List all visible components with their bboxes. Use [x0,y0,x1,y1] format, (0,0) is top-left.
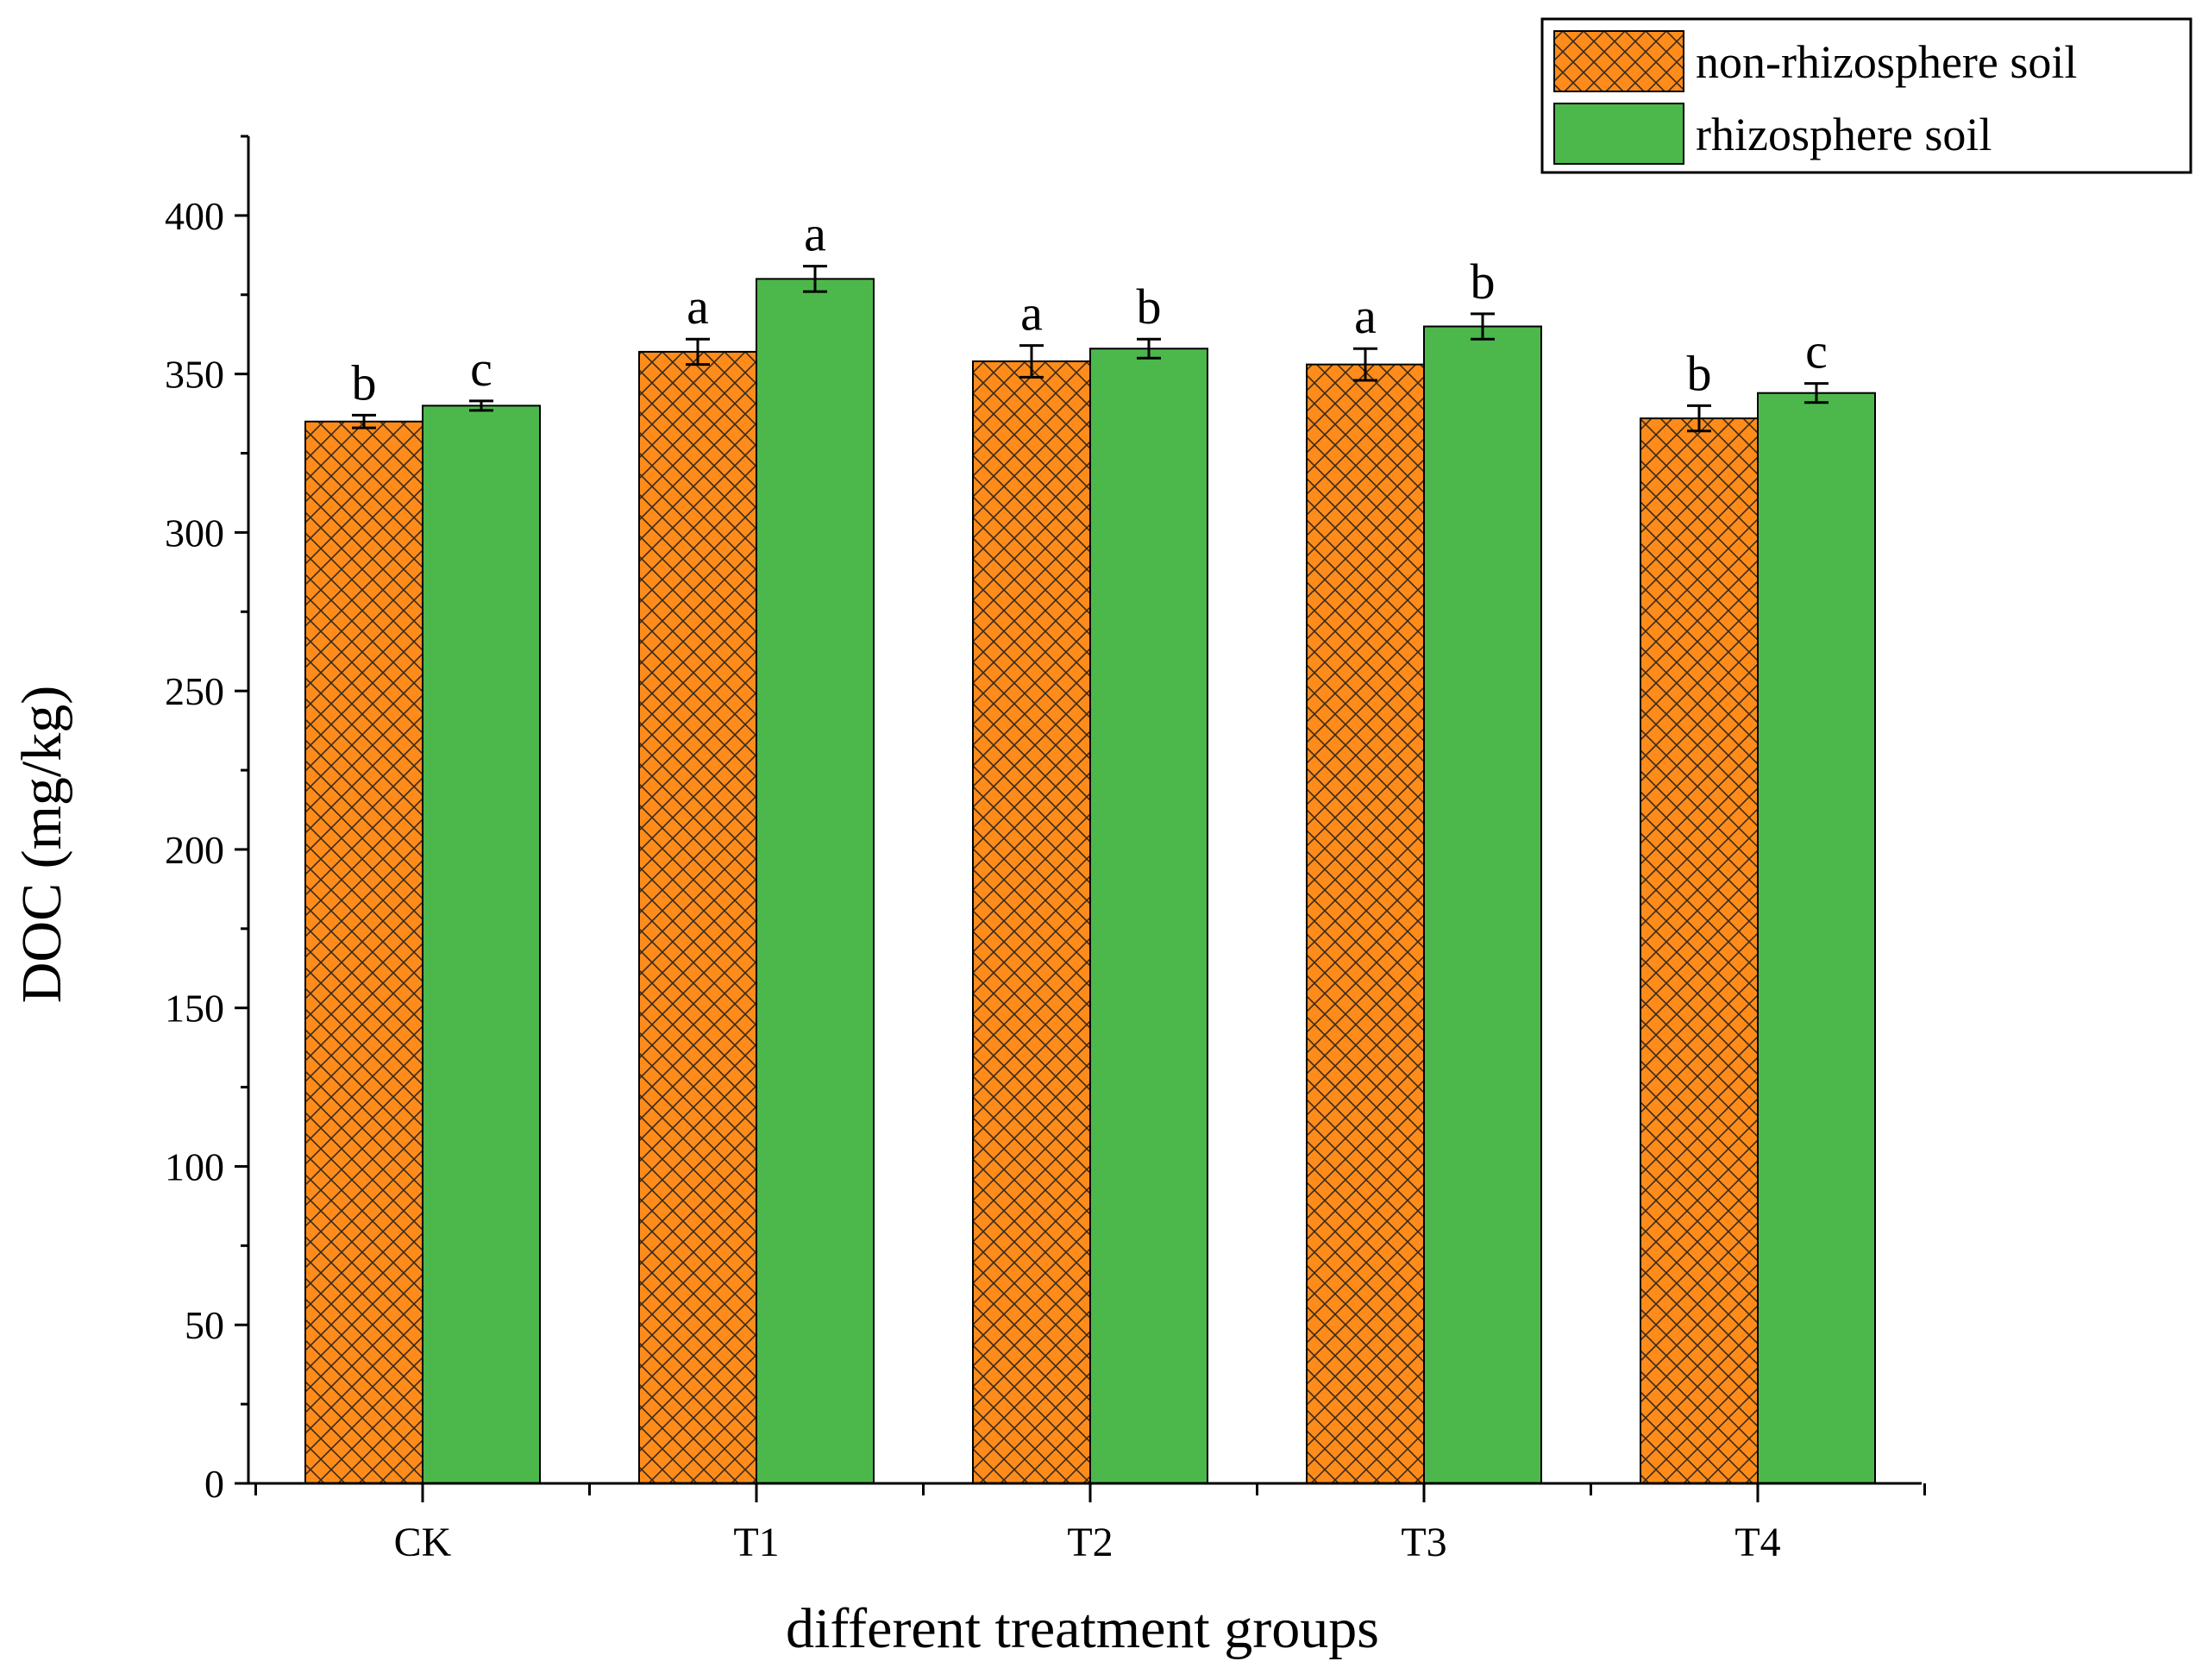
significance-letter: b [1137,279,1162,335]
bar-rhizosphere-CK [422,404,541,1484]
y-tick-label: 250 [165,669,224,713]
legend-label-rhizosphere: rhizosphere soil [1696,109,1992,160]
bars-group [304,278,1876,1485]
bar-non-rhizosphere-CK [304,420,423,1484]
significance-letter: b [352,354,377,411]
significance-letter: a [687,279,709,335]
significance-letter: c [470,341,492,397]
y-axis-title: DOC (mg/kg) [10,686,73,1003]
significance-letter: b [1687,345,1712,401]
bar-rhizosphere-T4 [1757,392,1876,1484]
x-tick-label: CK [394,1520,452,1565]
legend-label-non-rhizosphere: non-rhizosphere soil [1696,36,2077,88]
x-tick-label: T4 [1734,1520,1780,1565]
y-tick-label: 300 [165,511,224,555]
legend-swatch-rhizosphere [1553,103,1684,165]
significance-letter: c [1805,323,1828,379]
bar-rhizosphere-T2 [1089,348,1208,1484]
significance-letter: a [1020,285,1043,342]
bar-non-rhizosphere-T3 [1306,363,1425,1484]
bar-rhizosphere-T1 [756,278,875,1485]
y-tick-label: 150 [165,987,224,1031]
significance-letter: a [1354,288,1377,344]
significance-letter: b [1471,254,1496,310]
x-tick-label: T2 [1067,1520,1113,1565]
error-bars-group [352,265,1828,433]
bar-rhizosphere-T3 [1423,325,1542,1484]
x-axis-title: different treatment groups [786,1597,1379,1660]
x-ticks-group: CK T1 T2 T3 T4 [254,1483,1926,1565]
y-tick-label: 200 [165,828,224,872]
bar-non-rhizosphere-T1 [638,350,757,1484]
y-tick-label: 400 [165,194,224,238]
x-tick-label: T1 [733,1520,779,1565]
y-ticks-group: 0 50 100 150 200 250 300 350 400 [165,135,248,1506]
legend-swatch-non-rhizosphere [1553,30,1684,92]
significance-letter: a [804,206,826,262]
x-tick-label: T3 [1401,1520,1446,1565]
y-tick-label: 0 [204,1462,224,1506]
legend: non-rhizosphere soil rhizosphere soil [1540,17,2192,174]
y-tick-label: 350 [165,353,224,397]
y-tick-label: 50 [185,1303,224,1347]
bar-non-rhizosphere-T2 [972,360,1091,1484]
bar-non-rhizosphere-T4 [1640,417,1759,1484]
significance-labels-group: b a a a b c a b b c [352,206,1828,411]
y-tick-label: 100 [165,1144,224,1188]
